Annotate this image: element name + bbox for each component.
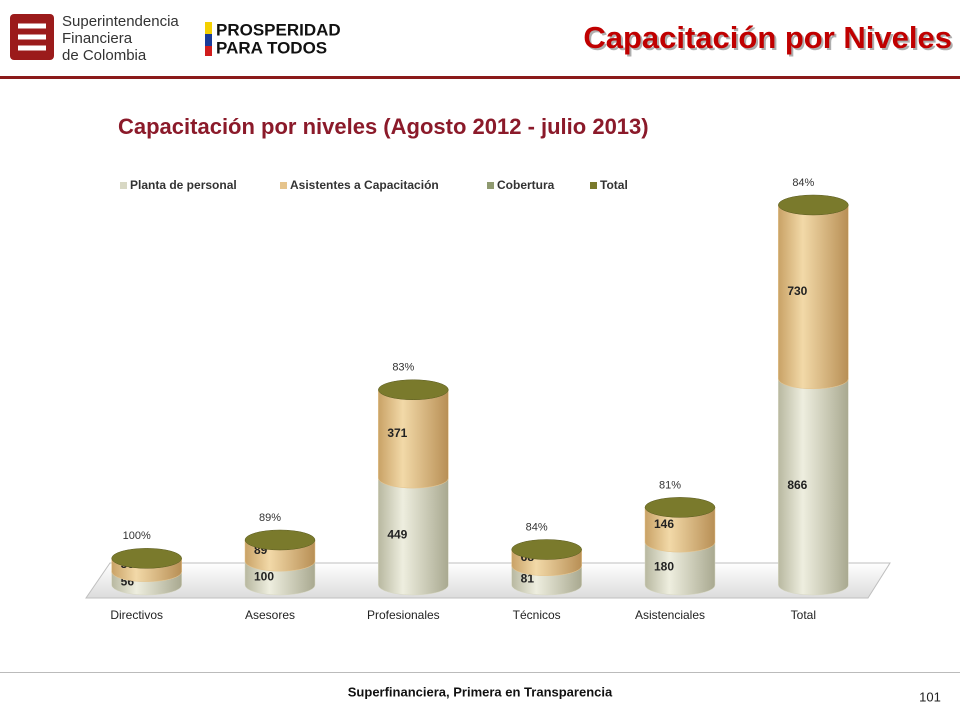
slogan-text: PARA TODOS <box>216 38 327 57</box>
x-tick-label: Técnicos <box>513 608 561 622</box>
data-label: 371 <box>387 426 407 440</box>
chart: Planta de personal Asistentes a Capacitac… <box>110 177 849 622</box>
coverage-label: 83% <box>392 362 414 374</box>
x-tick-label: Total <box>791 608 816 622</box>
logo-text: Superintendencia <box>62 13 179 30</box>
logo-text: Financiera <box>62 30 133 47</box>
coverage-label: 84% <box>792 177 814 189</box>
footer-text: Superfinanciera, Primera en Transparenci… <box>348 684 613 699</box>
footer-rule <box>0 672 960 673</box>
cylinder-top <box>111 548 182 569</box>
legend-label: Cobertura <box>497 178 555 192</box>
legend-label: Asistentes a Capacitación <box>290 178 439 192</box>
legend-swatch <box>590 182 597 189</box>
coverage-label: 89% <box>259 512 281 524</box>
cylinder-top <box>244 529 316 551</box>
x-tick-label: Asistenciales <box>635 608 705 622</box>
legend-label: Planta de personal <box>130 178 237 192</box>
data-label: 146 <box>654 517 674 531</box>
coverage-label: 100% <box>123 530 151 542</box>
legend-swatch <box>487 182 494 189</box>
legend-swatch <box>280 182 287 189</box>
flag-yellow <box>205 22 212 34</box>
legend-swatch <box>120 182 127 189</box>
legend-label: Total <box>600 178 628 192</box>
cylinder-top <box>511 539 582 560</box>
data-label: 730 <box>787 284 807 298</box>
flag-blue <box>205 34 212 46</box>
coverage-label: 81% <box>659 479 681 491</box>
data-label: 449 <box>387 528 407 542</box>
data-label: 180 <box>654 560 674 574</box>
flag-red <box>205 46 212 56</box>
header-rule <box>0 76 960 79</box>
title-shadow: Capacitación por Niveles <box>585 22 954 57</box>
cylinder-top <box>778 194 849 216</box>
cylinder-top <box>644 497 716 518</box>
logo-text: de Colombia <box>62 47 147 64</box>
slide-title: Capacitación por Niveles <box>583 20 952 55</box>
cylinder-top <box>378 379 449 401</box>
floor <box>85 562 891 599</box>
slogan: PROSPERIDAD PARA TODOS <box>205 20 341 57</box>
data-label: 866 <box>787 478 807 492</box>
x-tick-label: Profesionales <box>367 608 440 622</box>
logo: Superintendencia Financiera de Colombia <box>10 13 179 64</box>
page-number: 101 <box>919 689 941 704</box>
chart-title: Capacitación por niveles (Agosto 2012 - … <box>118 114 649 139</box>
data-label: 81 <box>521 572 535 586</box>
data-label: 100 <box>254 569 274 583</box>
logo-stripes <box>18 23 46 51</box>
x-tick-label: Directivos <box>110 608 163 622</box>
x-tick-label: Asesores <box>245 608 295 622</box>
slogan-text: PROSPERIDAD <box>216 20 341 39</box>
coverage-label: 84% <box>526 521 548 533</box>
